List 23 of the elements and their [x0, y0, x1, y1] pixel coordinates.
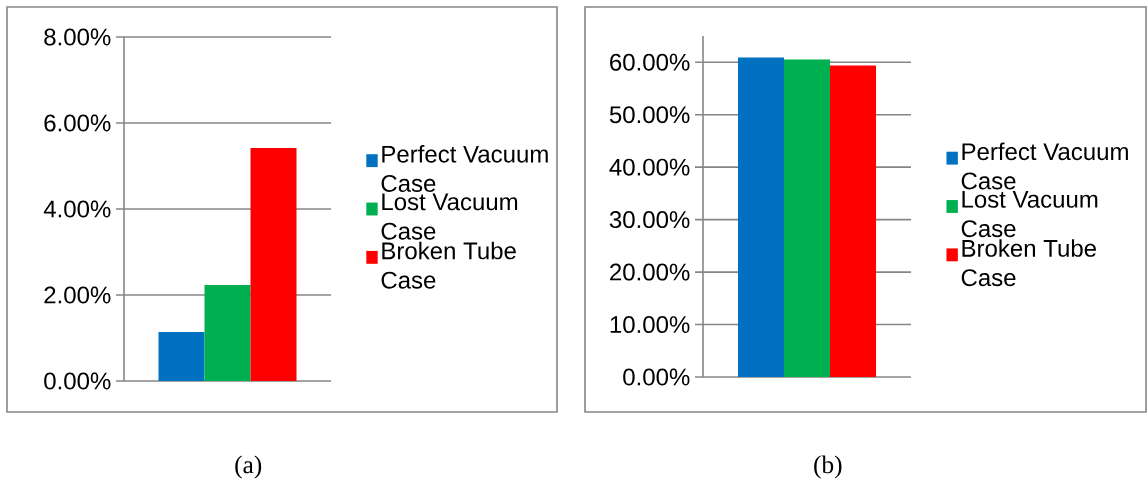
- legend-label: Broken Tube Case: [961, 239, 1096, 287]
- y-tick-label: 60.00%: [610, 53, 690, 71]
- text: (b): [814, 455, 842, 479]
- y-tick-label: 8.00%: [44, 28, 111, 46]
- text: (a): [235, 455, 262, 479]
- y-tick-label: 6.00%: [44, 114, 111, 132]
- y-tick-label: 2.00%: [44, 286, 111, 304]
- y-tick-label: 4.00%: [43, 200, 111, 218]
- bar: [204, 285, 251, 382]
- y-tick-label: 0.00%: [44, 372, 111, 390]
- y-tick-label: 20.00%: [610, 263, 690, 281]
- bar: [250, 147, 297, 382]
- legend-label: Lost Vacuum Case: [381, 193, 518, 240]
- y-tick-label: 0.00%: [623, 368, 690, 386]
- y-tick-label: 30.00%: [609, 211, 690, 229]
- y-tick-label: 40.00%: [609, 158, 690, 176]
- legend-label: Perfect Vacuum Case: [961, 142, 1128, 190]
- legend-label: Broken Tube Case: [381, 241, 516, 289]
- legend-label: Perfect Vacuum Case: [381, 145, 548, 192]
- y-tick-label: 10.00%: [610, 316, 690, 334]
- legend-label: Lost Vacuum Case: [961, 191, 1098, 238]
- y-tick-label: 50.00%: [609, 106, 690, 124]
- bar: [158, 331, 205, 382]
